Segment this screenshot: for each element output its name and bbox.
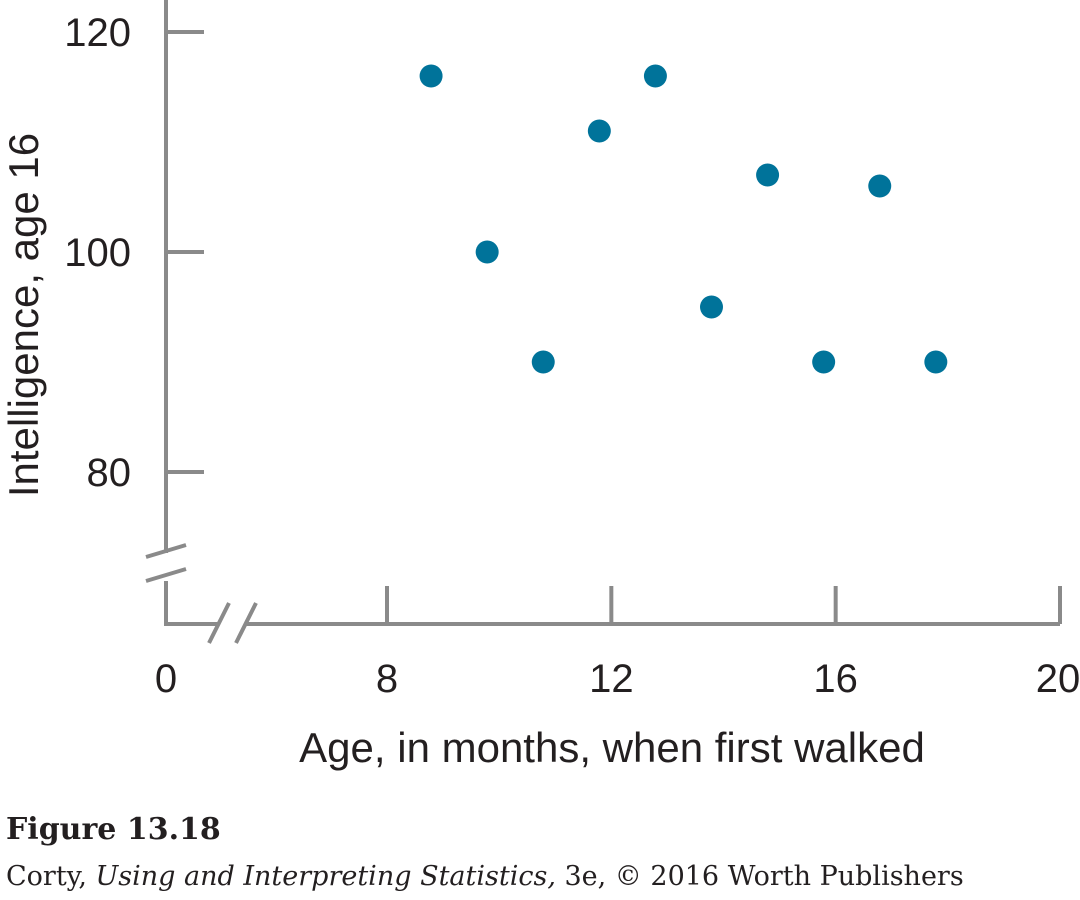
- y-ticks: 80 100 120: [64, 11, 204, 495]
- data-point: [587, 119, 611, 143]
- data-point: [756, 163, 780, 187]
- source-author: Corty,: [6, 861, 96, 892]
- data-point: [419, 64, 443, 88]
- data-point: [475, 240, 499, 264]
- figure-source: Corty, Using and Interpreting Statistics…: [6, 861, 964, 892]
- x-tick-label: 20: [1036, 657, 1080, 701]
- figure-number: Figure 13.18: [6, 812, 221, 847]
- source-rest: 3e, © 2016 Worth Publishers: [555, 861, 964, 892]
- data-point: [868, 174, 892, 198]
- data-point: [700, 295, 723, 319]
- data-point: [924, 350, 948, 374]
- y-tick-label: 100: [64, 231, 131, 275]
- x-axis-break-mark: [207, 602, 231, 644]
- data-point: [812, 350, 836, 374]
- x-tick-label: 12: [589, 657, 634, 701]
- source-book-title: Using and Interpreting Statistics,: [95, 861, 556, 892]
- data-point: [643, 64, 667, 88]
- x-axis: [164, 602, 1060, 644]
- y-tick-label: 80: [87, 451, 132, 495]
- y-axis: [145, 0, 187, 624]
- x-axis-title: Age, in months, when first walked: [299, 724, 925, 771]
- x-ticks: 0 8 12 16 20: [155, 586, 1080, 701]
- x-tick-label: 0: [155, 657, 177, 701]
- data-points: [419, 64, 948, 374]
- y-axis-break-mark: [145, 543, 187, 559]
- y-axis-title: Intelligence, age 16: [0, 133, 47, 497]
- x-tick-label: 8: [376, 657, 398, 701]
- y-tick-label: 120: [64, 11, 131, 55]
- x-tick-label: 16: [813, 657, 858, 701]
- y-axis-break-mark: [145, 567, 187, 583]
- data-point: [531, 350, 555, 374]
- x-axis-break-mark: [234, 602, 258, 644]
